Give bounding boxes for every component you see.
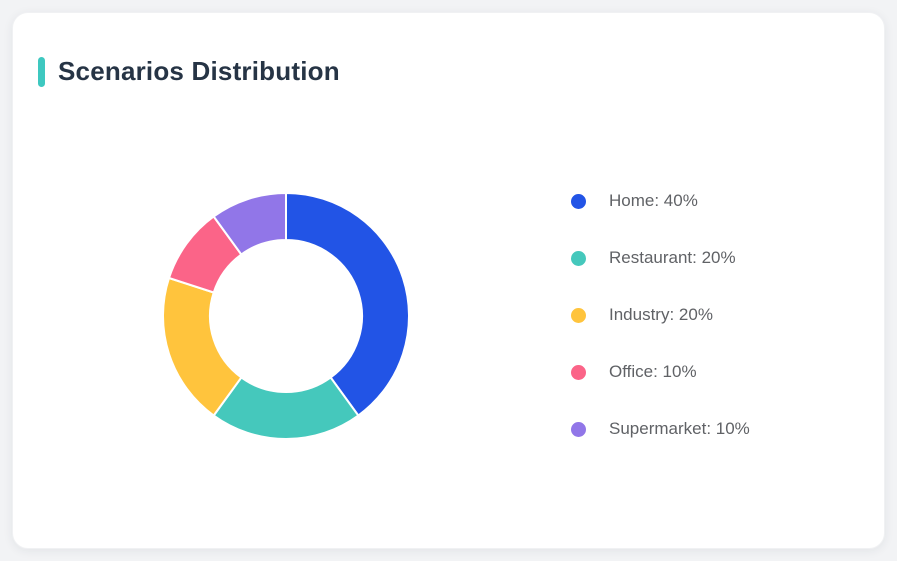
legend-dot-office <box>571 364 586 380</box>
legend-label-supermarket: Supermarket: 10% <box>609 419 750 438</box>
card-header: Scenarios Distribution <box>38 56 340 87</box>
legend-item-industry[interactable]: Industry: 20% <box>571 301 750 329</box>
legend-item-home[interactable]: Home: 40% <box>571 187 750 215</box>
donut-chart-area: Home: 40% Restaurant: 20% Industry: 20% … <box>13 13 884 548</box>
scenarios-distribution-card: Scenarios Distribution Home: 40% Restaur… <box>12 12 885 549</box>
legend-label-restaurant: Restaurant: 20% <box>609 248 736 267</box>
legend-label-home: Home: 40% <box>609 191 698 210</box>
legend-dot-supermarket <box>571 421 586 437</box>
legend-label-office: Office: 10% <box>609 362 697 381</box>
legend-dot-restaurant <box>571 250 586 266</box>
title-accent-bar <box>38 56 45 87</box>
donut-segment-home[interactable] <box>285 192 410 417</box>
donut-segment-industry[interactable] <box>162 276 243 417</box>
donut-segment-supermarket[interactable] <box>212 192 287 256</box>
legend-dot-home <box>571 193 586 209</box>
chart-legend: Home: 40% Restaurant: 20% Industry: 20% … <box>571 187 750 443</box>
legend-item-supermarket[interactable]: Supermarket: 10% <box>571 415 750 443</box>
donut-chart <box>161 191 411 441</box>
legend-label-industry: Industry: 20% <box>609 305 713 324</box>
legend-dot-industry <box>571 307 586 323</box>
page-title: Scenarios Distribution <box>58 56 340 86</box>
legend-item-office[interactable]: Office: 10% <box>571 358 750 386</box>
legend-item-restaurant[interactable]: Restaurant: 20% <box>571 244 750 272</box>
donut-svg <box>162 192 410 440</box>
